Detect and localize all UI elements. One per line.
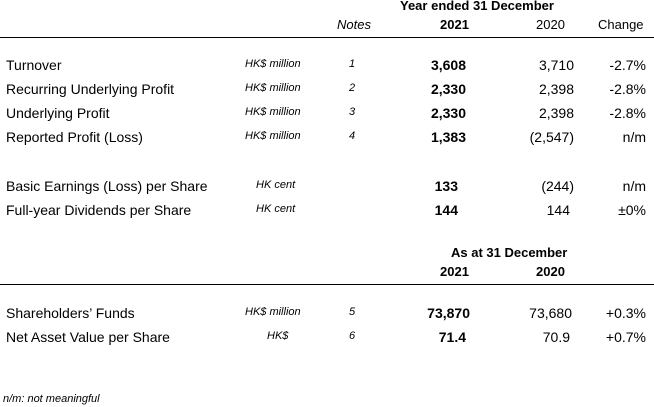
row-prior-value: (2,547) (529, 129, 574, 145)
row-unit: HK cent (256, 179, 296, 191)
row-current-value: 2,330 (430, 81, 466, 97)
row-note: 5 (349, 306, 356, 318)
row-prior-value: 70.9 (542, 329, 570, 345)
row-unit: HK$ million (245, 58, 301, 70)
header-group-title: Year ended 31 December (400, 0, 554, 13)
change-column-header: Change (598, 17, 644, 32)
row-note: 3 (349, 106, 356, 118)
header-rule (0, 37, 654, 38)
year-current-header: 2021 (440, 17, 469, 32)
row-prior-value: 144 (546, 202, 570, 218)
row-current-value: 3,608 (430, 57, 466, 73)
notes-column-header: Notes (337, 17, 371, 32)
row-current-value: 144 (434, 202, 458, 218)
row-label: Full-year Dividends per Share (6, 202, 192, 218)
row-change-value: +0.7% (605, 329, 646, 345)
row-label: Shareholders’ Funds (6, 305, 135, 321)
row-label: Turnover (6, 57, 62, 73)
row-change-value: -2.8% (609, 105, 646, 121)
year-prior-header: 2020 (536, 17, 565, 32)
row-prior-value: 2,398 (538, 105, 574, 121)
row-prior-value: 2,398 (538, 81, 574, 97)
row-prior-value: (244) (541, 178, 574, 194)
row-label: Basic Earnings (Loss) per Share (6, 178, 208, 194)
row-note: 6 (349, 330, 356, 342)
section-3-rule (0, 284, 654, 285)
row-unit: HK$ (267, 330, 289, 342)
row-change-value: -2.7% (609, 57, 646, 73)
row-current-value: 73,870 (427, 305, 470, 321)
row-unit: HK$ million (245, 82, 301, 94)
row-label: Recurring Underlying Profit (6, 81, 175, 97)
footnote: n/m: not meaningful (3, 393, 100, 405)
section-3-year-prior: 2020 (536, 264, 565, 279)
row-change-value: -2.8% (609, 81, 646, 97)
section-3-year-current: 2021 (440, 264, 469, 279)
row-current-value: 133 (434, 178, 458, 194)
row-current-value: 2,330 (430, 105, 466, 121)
row-unit: HK$ million (245, 130, 301, 142)
row-prior-value: 73,680 (529, 305, 572, 321)
row-unit: HK cent (256, 203, 296, 215)
row-label: Reported Profit (Loss) (6, 129, 143, 145)
row-change-value: +0.3% (605, 305, 646, 321)
row-note: 4 (349, 130, 356, 142)
row-current-value: 71.4 (438, 329, 466, 345)
row-change-value: n/m (622, 178, 646, 194)
row-label: Underlying Profit (6, 105, 110, 121)
row-note: 2 (349, 82, 356, 94)
section-3-group-title: As at 31 December (451, 245, 568, 260)
row-prior-value: 3,710 (538, 57, 574, 73)
row-change-value: ±0% (618, 202, 646, 218)
row-current-value: 1,383 (430, 129, 466, 145)
row-label: Net Asset Value per Share (6, 329, 170, 345)
row-change-value: n/m (622, 129, 646, 145)
row-unit: HK$ million (245, 306, 301, 318)
row-note: 1 (349, 58, 356, 70)
row-unit: HK$ million (245, 106, 301, 118)
